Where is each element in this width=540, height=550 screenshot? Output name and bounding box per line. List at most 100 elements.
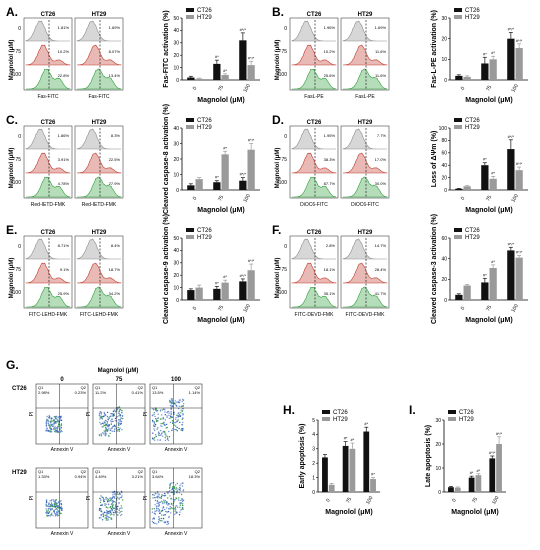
event-dot — [168, 417, 170, 420]
event-dot — [106, 518, 108, 520]
event-dot — [121, 507, 123, 509]
event-dot — [179, 511, 181, 513]
quad-q2-pct: 0.41% — [132, 390, 144, 395]
event-dot — [60, 419, 63, 421]
histogram-curve — [76, 128, 121, 150]
x-tick-label: 100 — [510, 193, 519, 203]
event-dot — [167, 510, 170, 513]
event-dot — [174, 428, 176, 431]
event-dot — [112, 496, 114, 498]
flow-percent: 1.95% — [324, 133, 336, 138]
event-dot — [45, 501, 48, 504]
event-dot — [181, 508, 183, 510]
event-dot — [112, 414, 115, 416]
event-dot — [55, 422, 57, 425]
event-dot — [120, 505, 123, 507]
y-tick-label: 10 — [173, 65, 179, 71]
event-dot — [114, 493, 116, 495]
event-dot — [166, 523, 168, 526]
event-dot — [160, 429, 162, 432]
flow-col-ht29: HT29 — [358, 12, 373, 18]
event-dot — [57, 507, 60, 509]
event-dot — [107, 517, 110, 519]
flow-xlabel: DiOC6-FITC — [300, 202, 328, 208]
event-dot — [182, 489, 185, 491]
event-dot — [107, 501, 109, 503]
event-dot — [98, 517, 101, 519]
quad-q1-label: Q1 — [95, 385, 101, 390]
quad-q2-label: Q2 — [81, 385, 87, 390]
event-dot — [156, 410, 158, 412]
flow-xlabel: FasL-PE — [355, 94, 375, 100]
flow-percent: 25.9% — [58, 291, 70, 296]
quad-xaxis-label: Annexin V — [108, 447, 131, 453]
bar-ht29 — [489, 267, 497, 300]
y-axis-label: Fas-L-PE activation (%) — [431, 10, 438, 88]
flow-xlabel: FasL-PE — [304, 94, 324, 100]
event-dot — [179, 421, 181, 424]
event-dot — [159, 409, 162, 411]
quad-q2-label: Q2 — [195, 385, 201, 390]
event-dot — [51, 503, 53, 506]
bar-ct26 — [481, 282, 489, 300]
event-dot — [171, 420, 174, 422]
event-dot — [179, 488, 181, 490]
bar-ht29 — [515, 257, 523, 300]
event-dot — [114, 411, 117, 413]
flow-dose-label: 0 — [284, 244, 287, 250]
flow-col-ct26: CT26 — [307, 12, 322, 18]
event-dot — [116, 430, 118, 432]
event-dot — [157, 496, 159, 499]
event-dot — [153, 424, 155, 426]
event-dot — [118, 492, 121, 494]
x-tick-label: 100 — [491, 495, 500, 505]
significance-mark: #* — [215, 54, 219, 59]
event-dot — [175, 487, 178, 489]
significance-mark: #* — [223, 274, 227, 279]
flow-col-ct26: CT26 — [41, 12, 56, 18]
quad-plot: Q1 Q2 1.33% 0.94% Annexin V PI — [29, 467, 89, 537]
significance-mark: #* — [483, 51, 487, 56]
significance-mark: #*/* — [240, 172, 247, 177]
flow-percent: 1.81% — [58, 25, 70, 30]
event-dot — [158, 493, 160, 496]
flow-panel-b: Magnolol (μM) CT26 HT29 0 75 100 1.96% 10.2% 25.… — [275, 12, 390, 100]
event-dot — [163, 514, 165, 516]
event-dot — [164, 414, 166, 416]
event-dot — [103, 430, 105, 432]
event-dot — [112, 415, 115, 417]
flow-percent: 4.78% — [58, 181, 70, 186]
y-tick-label: 20 — [435, 442, 441, 448]
x-tick-label: 100 — [365, 495, 374, 505]
event-dot — [154, 497, 156, 499]
event-dot — [118, 509, 121, 512]
event-dot — [56, 508, 58, 510]
event-dot — [119, 511, 122, 513]
flow-percent: 25.6% — [324, 73, 336, 78]
panel-label-e: E. — [6, 223, 17, 237]
bar-ht29 — [496, 444, 502, 492]
significance-mark: #*/* — [248, 55, 255, 60]
event-dot — [155, 496, 158, 498]
quad-xaxis-label: Annexin V — [108, 531, 131, 537]
event-dot — [171, 486, 174, 488]
significance-mark: #* — [483, 157, 487, 162]
event-dot — [170, 415, 172, 417]
significance-mark: #* — [477, 468, 481, 473]
event-dot — [153, 494, 155, 496]
flow-ylabel: Magnolol (μM) — [9, 40, 15, 81]
bar-ct26 — [213, 182, 221, 190]
event-dot — [56, 504, 58, 506]
event-dot — [113, 409, 116, 411]
y-tick-label: 0 — [176, 298, 179, 304]
flow-frame — [23, 17, 73, 91]
event-dot — [119, 423, 121, 425]
event-dot — [155, 435, 157, 438]
event-dot — [155, 408, 158, 410]
event-dot — [173, 493, 175, 495]
event-dot — [175, 405, 177, 407]
event-dot — [120, 417, 122, 419]
event-dot — [108, 429, 110, 431]
event-dot — [162, 422, 165, 425]
